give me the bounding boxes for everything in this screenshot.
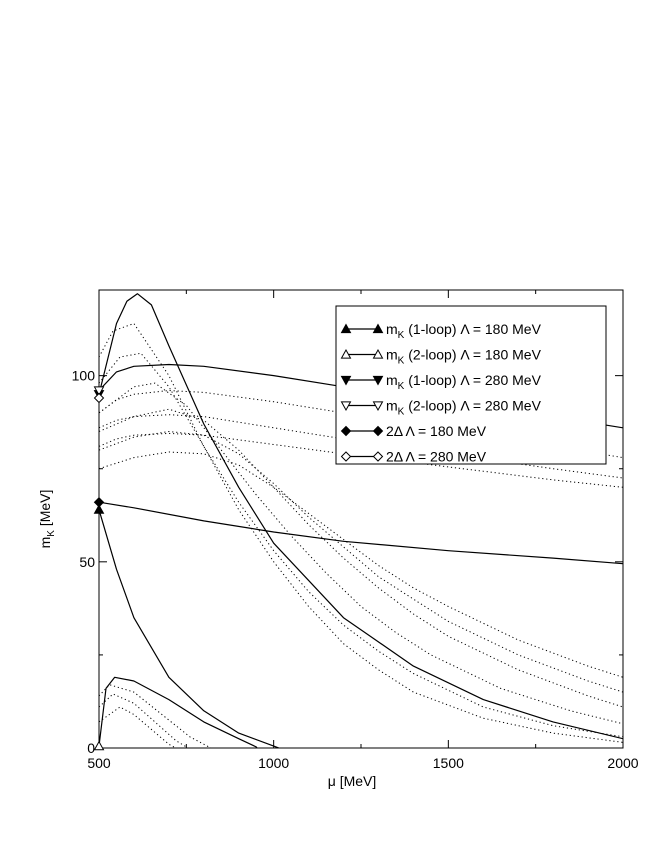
legend: mK (1-loop) Λ = 180 MeV mK (2-loop) Λ = 1… xyxy=(335,305,607,465)
legend-entry: mK (1-loop) Λ = 280 MeV xyxy=(386,372,542,392)
x-tick-label: 1500 xyxy=(433,755,464,771)
legend-marker-triangle-down-open xyxy=(372,401,384,412)
dotted-curve-14 xyxy=(99,451,623,678)
axis-ticks: 500 1000 1500 2000 0 50 100 xyxy=(72,290,639,771)
solid-curve-2 xyxy=(99,293,623,740)
x-axis-label: μ [MeV] xyxy=(328,773,377,789)
dotted-curve-11 xyxy=(99,382,623,725)
dotted-curve-7 xyxy=(99,693,190,748)
legend-marker-diamond-filled xyxy=(340,425,352,437)
data-marker-diamond-open xyxy=(93,392,105,404)
y-tick-label: 50 xyxy=(79,554,95,570)
start-markers xyxy=(93,386,105,751)
legend-marker-triangle-down-filled xyxy=(372,375,384,386)
legend-marker-triangle-up-open xyxy=(340,348,352,359)
legend-marker-triangle-down-open xyxy=(340,401,352,412)
y-axis-label: mK [MeV] xyxy=(37,490,57,549)
solid-curve-1 xyxy=(99,676,258,748)
data-marker-diamond-filled xyxy=(93,497,105,508)
x-tick-label: 1000 xyxy=(258,755,289,771)
y-tick-label: 0 xyxy=(87,740,95,756)
solid-curve-4 xyxy=(99,501,623,565)
legend-marker-diamond-open xyxy=(372,451,384,462)
legend-entry: mK (2-loop) Λ = 180 MeV xyxy=(386,347,542,367)
y-tick-label: 100 xyxy=(72,368,96,384)
curves xyxy=(99,293,623,748)
legend-entry: 2Δ Λ = 180 MeV xyxy=(386,423,487,439)
data-marker-triangle-down-open xyxy=(93,386,105,397)
dotted-curve-8 xyxy=(99,684,212,748)
dotted-curve-9 xyxy=(99,323,623,743)
legend-entry: mK (2-loop) Λ = 280 MeV xyxy=(386,398,542,418)
solid-curve-0 xyxy=(99,509,281,748)
legend-marker-diamond-filled xyxy=(372,425,384,437)
legend-marker-triangle-up-filled xyxy=(340,323,352,334)
legend-entry: 2Δ Λ = 280 MeV xyxy=(386,449,487,465)
data-marker-triangle-up-open xyxy=(93,740,105,751)
legend-marker-triangle-up-filled xyxy=(372,323,384,334)
data-marker-triangle-up-filled xyxy=(93,504,105,514)
x-tick-label: 2000 xyxy=(607,755,638,771)
dotted-curve-6 xyxy=(99,706,177,748)
dotted-curve-13 xyxy=(99,431,623,693)
x-tick-label: 500 xyxy=(87,755,111,771)
legend-marker-triangle-down-filled xyxy=(340,375,352,386)
dotted-curve-10 xyxy=(99,352,623,738)
legend-entry: mK (1-loop) Λ = 180 MeV xyxy=(386,321,542,341)
legend-marker-diamond-open xyxy=(340,451,352,462)
legend-marker-triangle-up-open xyxy=(372,348,384,359)
